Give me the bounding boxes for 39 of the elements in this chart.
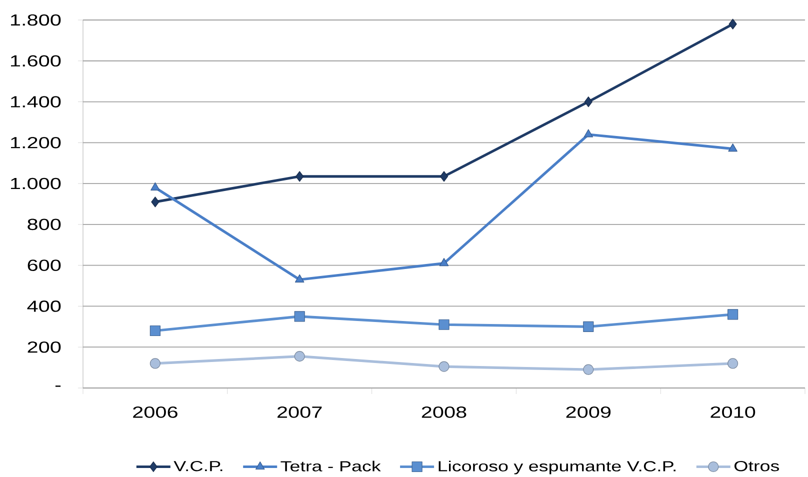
point	[294, 311, 305, 322]
legend-label: Tetra - Pack	[280, 460, 381, 472]
point	[728, 309, 738, 320]
y-tick-label: 1.000	[11, 178, 61, 190]
point	[584, 129, 594, 138]
point	[150, 358, 160, 369]
y-tick-label: 1.600	[11, 55, 61, 67]
point	[728, 358, 738, 369]
y-tick-label: 1.400	[11, 96, 61, 108]
legend-label: Otros	[734, 460, 779, 472]
point	[294, 351, 305, 362]
x-tick-label: 2010	[710, 406, 756, 418]
point	[584, 96, 592, 108]
point	[728, 143, 738, 152]
x-tick-label: 2008	[422, 406, 466, 418]
point	[583, 364, 594, 375]
y-tick-label: 600	[28, 260, 61, 271]
y-tick-label: 400	[27, 300, 61, 312]
point	[438, 361, 450, 372]
x-tick-label: 2009	[566, 406, 611, 418]
point	[438, 319, 450, 330]
point	[150, 182, 160, 190]
point	[151, 196, 160, 208]
point	[439, 258, 449, 266]
x-tick-label: 2006	[133, 406, 178, 418]
point	[296, 171, 304, 182]
y-tick-label: 1.200	[11, 137, 61, 148]
point	[150, 325, 160, 336]
point	[440, 171, 448, 182]
legend-label: Licoroso y espumante V.C.P.	[438, 460, 676, 474]
y-tick-label: 800	[28, 218, 61, 230]
y-tick-label: -	[55, 386, 61, 387]
legend-label: V.C.P.	[174, 460, 222, 472]
y-tick-label: 1.800	[11, 14, 61, 26]
y-tick-label: 200	[28, 341, 61, 353]
point	[583, 321, 594, 332]
point	[294, 274, 304, 282]
x-tick-label: 2007	[278, 406, 322, 418]
point	[728, 18, 737, 30]
